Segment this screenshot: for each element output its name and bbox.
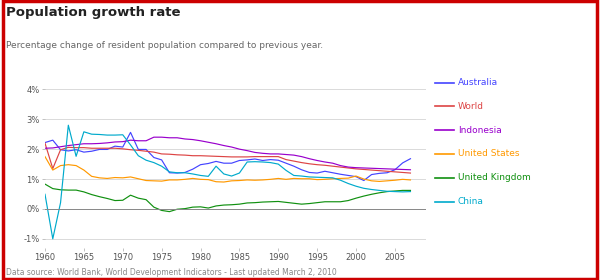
Text: Population growth rate: Population growth rate [6, 6, 181, 18]
Text: China: China [458, 197, 484, 206]
Text: United States: United States [458, 150, 519, 158]
Text: Data source: World Bank, World Development Indicators - Last updated March 2, 20: Data source: World Bank, World Developme… [6, 268, 337, 277]
Text: World: World [458, 102, 484, 111]
Text: United Kingdom: United Kingdom [458, 173, 530, 182]
Text: Percentage change of resident population compared to previous year.: Percentage change of resident population… [6, 41, 323, 50]
Text: Indonesia: Indonesia [458, 126, 502, 135]
Text: Australia: Australia [458, 78, 498, 87]
